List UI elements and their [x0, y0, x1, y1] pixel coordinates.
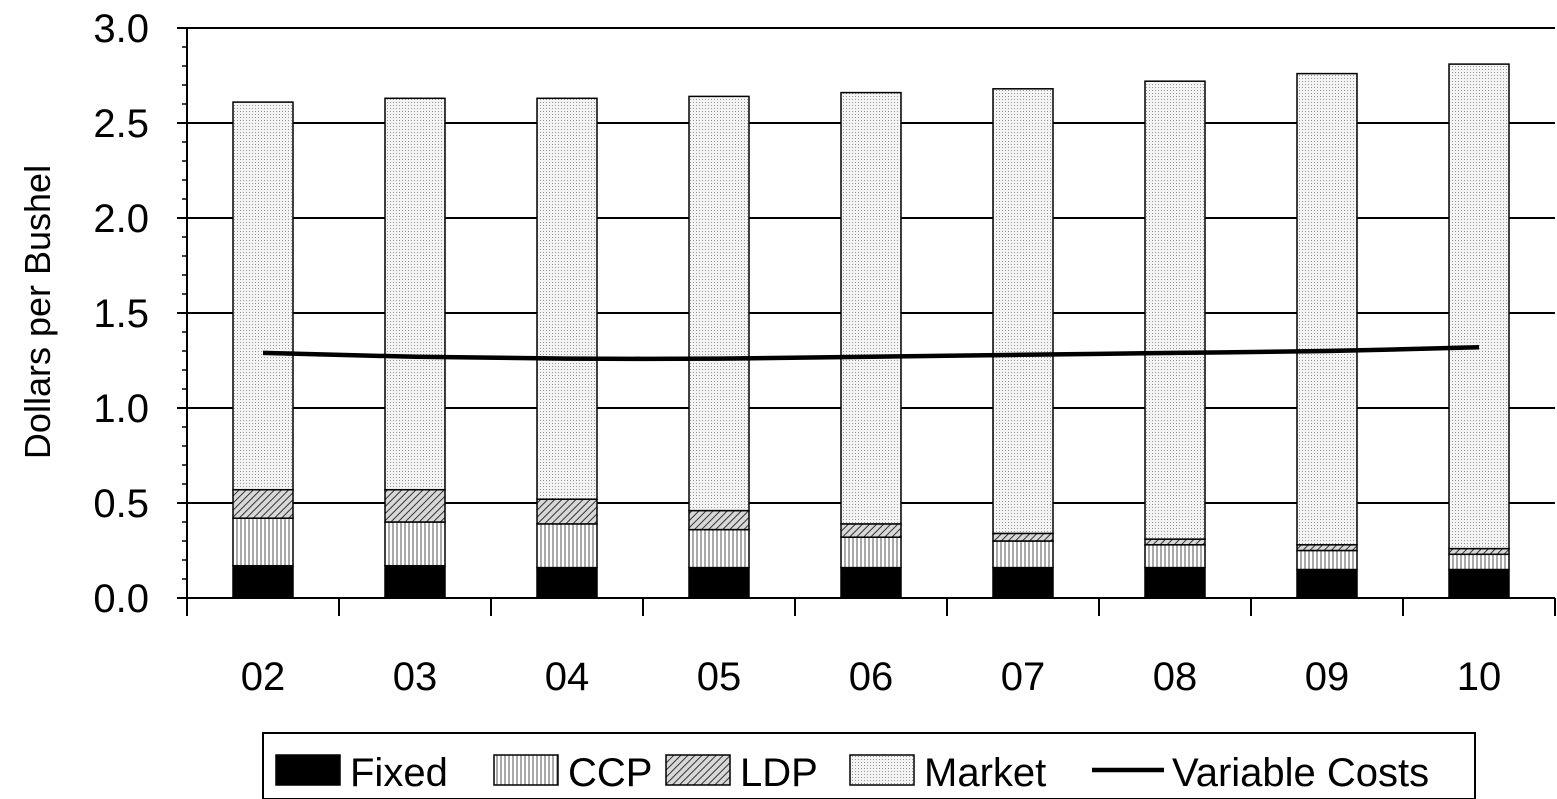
bar-segment-fixed [992, 566, 1054, 599]
bars [232, 63, 1510, 599]
x-tick-label: 07 [1001, 655, 1046, 699]
bar-segment-ccp [232, 517, 294, 567]
bar-segment-fixed [536, 566, 598, 599]
bar-segment-market [840, 91, 902, 525]
y-tick-label: 0.5 [93, 482, 149, 526]
legend-label-market: Market [924, 751, 1046, 795]
bar-segment-ccp [536, 523, 598, 569]
bar-segment-market [688, 95, 750, 512]
x-tick-label: 02 [241, 655, 286, 699]
bar-segment-ldp [992, 532, 1054, 542]
legend-label-variable-costs: Variable Costs [1172, 751, 1429, 795]
bar-segment-fixed [1296, 568, 1358, 599]
y-tick-label: 0.0 [93, 577, 149, 621]
legend-swatch-ldp [665, 754, 731, 786]
bar-segment-ldp [1448, 547, 1510, 556]
bar-segment-market [1296, 72, 1358, 546]
legend-swatch-market [849, 754, 915, 786]
bar-segment-ldp [688, 509, 750, 531]
bar-segment-fixed [232, 564, 294, 599]
bar-segment-ldp [840, 523, 902, 538]
bar-segment-ccp [1448, 553, 1510, 571]
x-tick-label: 03 [393, 655, 438, 699]
bar-segment-market [1448, 63, 1510, 550]
x-tick-label: 08 [1153, 655, 1198, 699]
bar-segment-ldp [1144, 538, 1206, 546]
bar-segment-fixed [840, 566, 902, 599]
y-tick-label: 2.0 [93, 197, 149, 241]
x-tick-label: 06 [849, 655, 894, 699]
bar-segment-market [384, 97, 446, 491]
y-tick-label: 2.5 [93, 102, 149, 146]
bar-segment-market [1144, 80, 1206, 540]
x-tick-label: 10 [1457, 655, 1502, 699]
y-tick-label: 1.0 [93, 387, 149, 431]
bar-segment-fixed [688, 566, 750, 599]
bar-segment-market [536, 97, 598, 500]
legend-swatch-ccp [493, 754, 559, 786]
x-tick-label: 05 [697, 655, 742, 699]
bar-segment-ldp [232, 488, 294, 519]
bar-segment-ccp [384, 521, 446, 567]
y-tick-label: 1.5 [93, 292, 149, 336]
y-tick-label: 3.0 [93, 7, 149, 51]
bar-segment-ccp [688, 528, 750, 569]
x-tick-label: 09 [1305, 655, 1350, 699]
legend-swatch-fixed [275, 754, 341, 786]
axes [177, 27, 1556, 616]
variable-costs-line-layer [262, 344, 1480, 362]
legend-label-fixed: Fixed [350, 751, 448, 795]
variable-costs-line [262, 344, 1480, 362]
x-tick-labels: 02 03 04 05 06 07 08 09 10 [241, 655, 1502, 699]
bar-segment-ldp [1296, 544, 1358, 552]
bar-segment-ldp [384, 488, 446, 523]
bar-segment-ccp [840, 536, 902, 569]
bar-segment-market [992, 88, 1054, 535]
bar-segment-fixed [1144, 566, 1206, 599]
legend: Fixed CCP LDP Market Variable Costs [262, 732, 1476, 799]
bar-segment-ccp [1296, 549, 1358, 571]
bar-segment-fixed [1448, 568, 1510, 599]
bar-segment-fixed [384, 564, 446, 599]
legend-label-ccp: CCP [568, 751, 652, 795]
legend-label-ldp: LDP [740, 751, 818, 795]
x-tick-label: 04 [545, 655, 590, 699]
y-tick-labels: 0.0 0.5 1.0 1.5 2.0 2.5 3.0 [93, 7, 149, 621]
bar-segment-ccp [992, 540, 1054, 569]
bar-segment-ldp [536, 498, 598, 525]
bar-segment-ccp [1144, 544, 1206, 569]
bar-segment-market [232, 101, 294, 491]
y-axis-title: Dollars per Bushel [17, 165, 58, 459]
